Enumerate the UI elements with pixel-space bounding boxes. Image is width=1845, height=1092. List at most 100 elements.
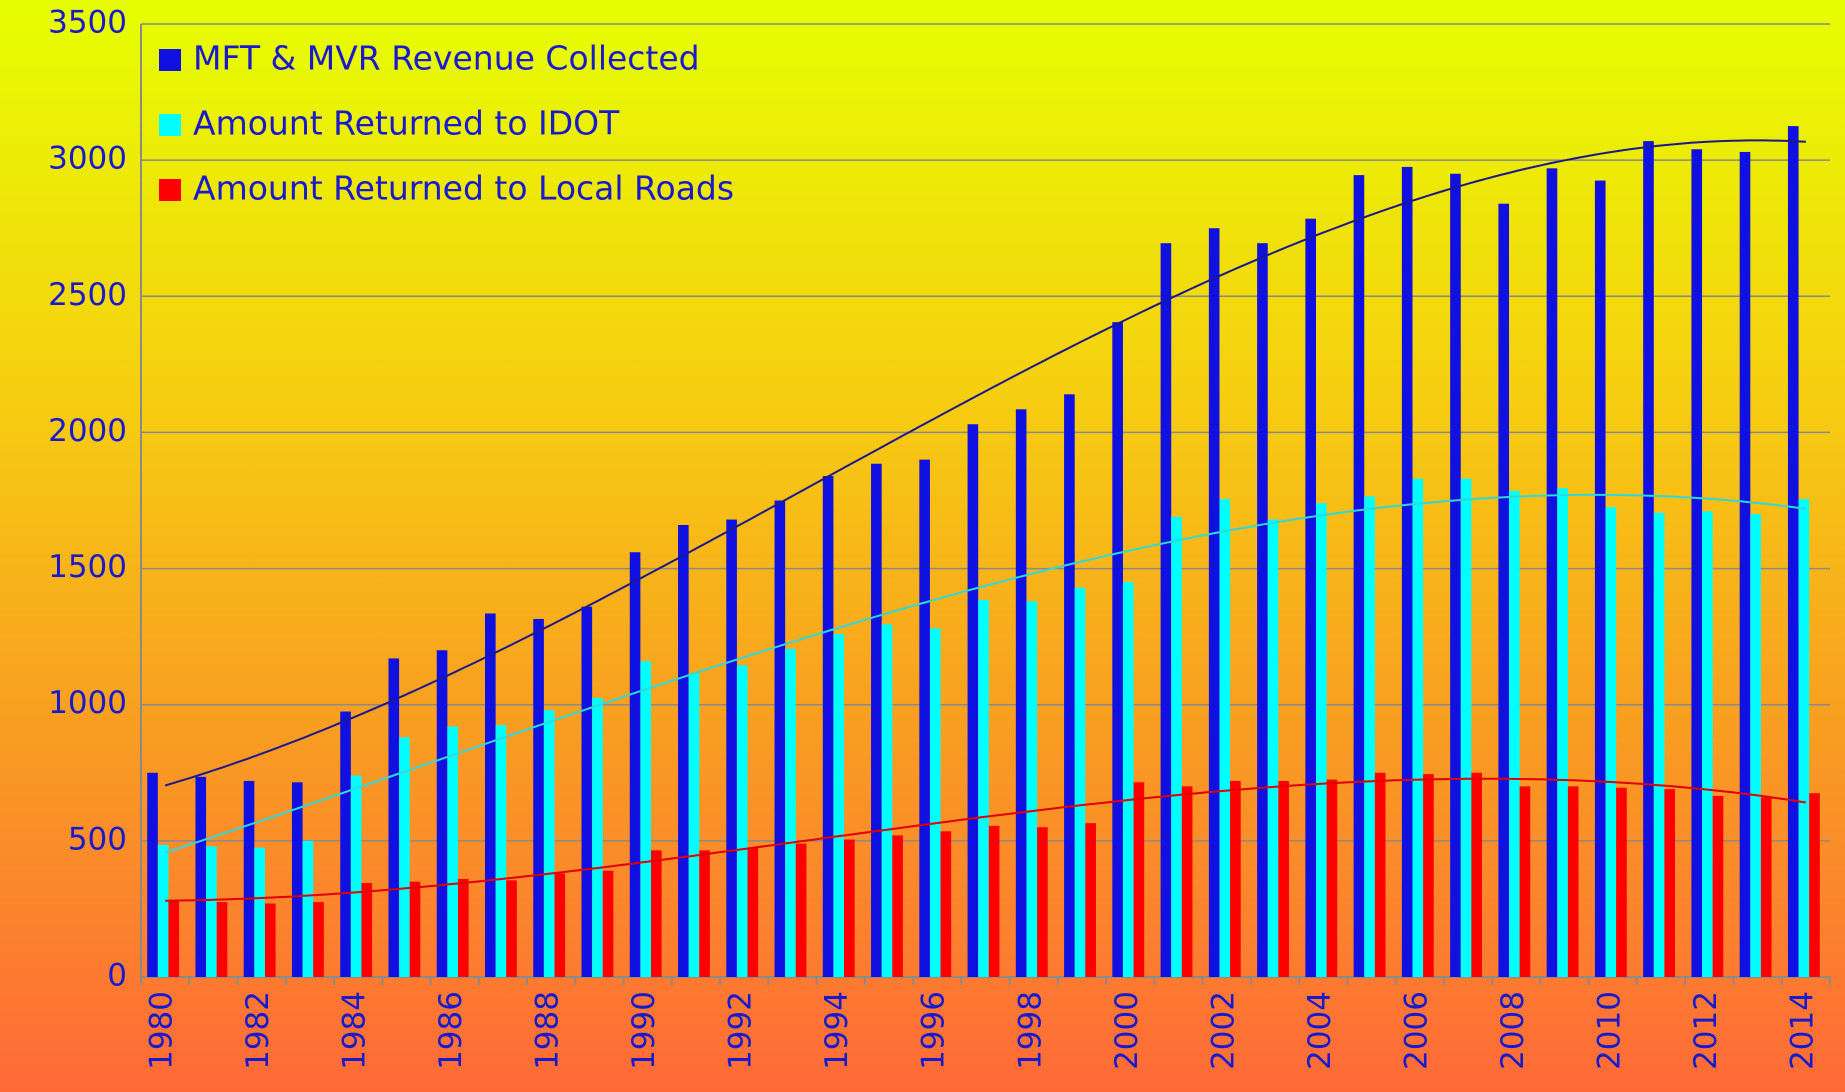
bar bbox=[1702, 511, 1713, 977]
bar bbox=[1074, 587, 1086, 977]
bar bbox=[871, 463, 882, 977]
bar bbox=[1653, 512, 1665, 977]
x-tick-label: 1996 bbox=[916, 991, 952, 1070]
bar bbox=[629, 552, 641, 977]
x-tick-label: 2002 bbox=[1205, 991, 1241, 1070]
legend-swatch bbox=[159, 49, 181, 71]
bar bbox=[168, 900, 180, 977]
bar bbox=[785, 648, 796, 977]
bar bbox=[399, 737, 410, 977]
bar bbox=[1605, 507, 1617, 977]
bar bbox=[1691, 149, 1703, 977]
bar bbox=[726, 519, 737, 977]
x-tick-label: 1992 bbox=[723, 991, 759, 1070]
bar bbox=[1712, 795, 1724, 977]
bar bbox=[206, 846, 217, 977]
bar bbox=[1026, 601, 1038, 977]
bar bbox=[1160, 243, 1172, 977]
legend-swatch bbox=[159, 179, 181, 201]
bar bbox=[457, 878, 469, 977]
bar bbox=[1267, 519, 1279, 977]
trendline bbox=[164, 139, 1806, 787]
bar bbox=[485, 613, 496, 977]
bar bbox=[1787, 126, 1799, 978]
bar bbox=[1509, 490, 1520, 977]
bar bbox=[1798, 499, 1810, 977]
bar bbox=[699, 850, 710, 977]
bar bbox=[1460, 478, 1472, 977]
y-tick-label: 2000 bbox=[48, 413, 127, 449]
bar bbox=[495, 725, 507, 977]
x-tick-label: 1986 bbox=[433, 991, 469, 1070]
bar bbox=[1423, 774, 1434, 977]
bar bbox=[1557, 488, 1568, 977]
bar bbox=[844, 839, 855, 977]
bar bbox=[157, 844, 169, 977]
bar bbox=[1739, 151, 1751, 977]
bar bbox=[554, 873, 566, 977]
bar bbox=[254, 847, 265, 977]
bar bbox=[1122, 582, 1134, 977]
bar bbox=[988, 825, 1000, 977]
bar bbox=[388, 658, 400, 977]
bar bbox=[1278, 780, 1289, 977]
x-tick-label: 2012 bbox=[1688, 991, 1724, 1070]
y-tick-label: 3000 bbox=[48, 141, 127, 177]
bar bbox=[447, 726, 458, 977]
trendline bbox=[165, 777, 1807, 902]
bar bbox=[1181, 786, 1193, 977]
bar bbox=[1401, 166, 1413, 977]
bar bbox=[795, 843, 807, 977]
bar bbox=[892, 835, 903, 977]
bar bbox=[1546, 168, 1558, 978]
x-tick-label: 2000 bbox=[1109, 991, 1145, 1070]
bar bbox=[1133, 782, 1145, 977]
bar bbox=[978, 599, 989, 977]
trendline bbox=[164, 493, 1807, 854]
bar bbox=[1594, 180, 1606, 978]
bar bbox=[350, 775, 362, 977]
bar bbox=[736, 665, 748, 977]
bar bbox=[688, 673, 700, 977]
bar bbox=[833, 633, 845, 977]
bar bbox=[1643, 141, 1654, 977]
bar bbox=[195, 776, 207, 977]
bar bbox=[1760, 797, 1772, 977]
bar bbox=[533, 618, 544, 977]
y-tick-label: 500 bbox=[68, 821, 127, 857]
y-tick-label: 3500 bbox=[48, 5, 127, 41]
legend-label: Amount Returned to Local Roads bbox=[193, 169, 734, 208]
bar bbox=[409, 881, 421, 977]
bar bbox=[651, 850, 662, 977]
bar bbox=[640, 661, 652, 977]
bar bbox=[678, 525, 689, 977]
x-tick-label: 1990 bbox=[626, 991, 662, 1070]
legend-label: Amount Returned to IDOT bbox=[193, 104, 620, 143]
bar bbox=[592, 697, 603, 977]
bar bbox=[1315, 503, 1327, 977]
bar bbox=[1809, 793, 1820, 977]
bar bbox=[147, 772, 158, 977]
bar bbox=[967, 424, 979, 977]
bar bbox=[1085, 823, 1096, 977]
bar bbox=[1171, 516, 1182, 977]
bar bbox=[1567, 786, 1579, 977]
bar bbox=[1374, 772, 1386, 977]
bar bbox=[1353, 175, 1365, 977]
bar bbox=[1064, 394, 1075, 977]
bar bbox=[1037, 827, 1048, 977]
bar bbox=[929, 628, 941, 977]
x-tick-label: 2008 bbox=[1495, 991, 1531, 1070]
bar bbox=[302, 840, 314, 977]
bar bbox=[1450, 173, 1461, 977]
y-tick-label: 1500 bbox=[48, 549, 127, 585]
bar bbox=[1219, 499, 1231, 977]
bar bbox=[291, 782, 303, 977]
bar bbox=[506, 880, 517, 977]
x-tick-label: 1998 bbox=[1012, 991, 1048, 1070]
legend-label: MFT & MVR Revenue Collected bbox=[193, 39, 700, 78]
bar bbox=[1412, 478, 1424, 977]
bar bbox=[1664, 789, 1676, 977]
x-tick-label: 1994 bbox=[819, 991, 855, 1070]
y-tick-label: 0 bbox=[107, 958, 127, 994]
